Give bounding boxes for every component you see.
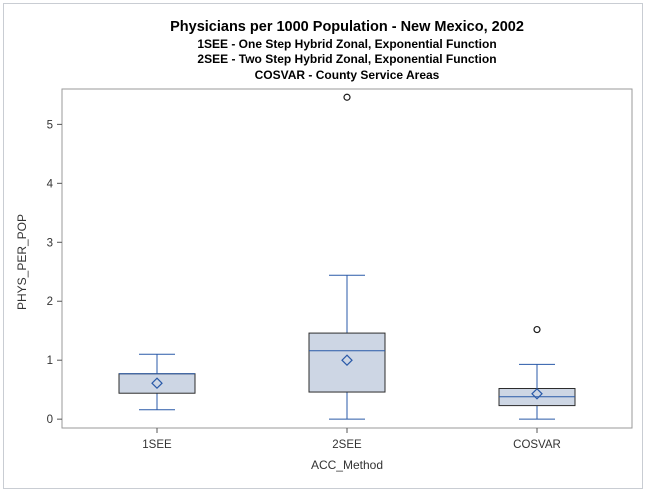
chart-subtitle-3: COSVAR - County Service Areas (255, 68, 440, 82)
y-axis-label: PHYS_PER_POP (15, 214, 29, 310)
y-tick-label: 3 (47, 237, 53, 249)
box-iqr (308, 332, 386, 393)
outlier-point (533, 325, 541, 334)
box-iqr (118, 373, 196, 394)
y-tick-label: 4 (47, 178, 54, 190)
y-tick-label: 5 (47, 119, 53, 131)
box-cosvar (498, 325, 576, 420)
boxplot-chart: Physicians per 1000 Population - New Mex… (15, 19, 633, 472)
y-tick-label: 1 (47, 355, 53, 367)
x-tick-label: COSVAR (513, 439, 561, 451)
chart-frame: Physicians per 1000 Population - New Mex… (3, 3, 643, 489)
chart-title: Physicians per 1000 Population - New Mex… (170, 19, 524, 35)
mean-marker (531, 387, 543, 400)
x-tick-label: 1SEE (142, 439, 172, 451)
x-tick-label: 2SEE (332, 439, 362, 451)
mean-marker (341, 354, 353, 367)
mean-marker (151, 377, 163, 390)
x-axis: 1SEE 2SEE COSVAR (142, 428, 561, 451)
outlier-point (343, 93, 351, 101)
y-tick-label: 0 (47, 414, 53, 426)
box-1see (118, 353, 196, 411)
box-2see (308, 93, 386, 420)
y-axis: 0 1 2 3 4 5 (47, 119, 62, 426)
chart-subtitle-2: 2SEE - Two Step Hybrid Zonal, Exponentia… (197, 52, 496, 66)
chart-subtitle-1: 1SEE - One Step Hybrid Zonal, Exponentia… (197, 37, 496, 51)
y-tick-label: 2 (47, 296, 53, 308)
x-axis-label: ACC_Method (311, 458, 383, 472)
box-series (118, 93, 576, 420)
